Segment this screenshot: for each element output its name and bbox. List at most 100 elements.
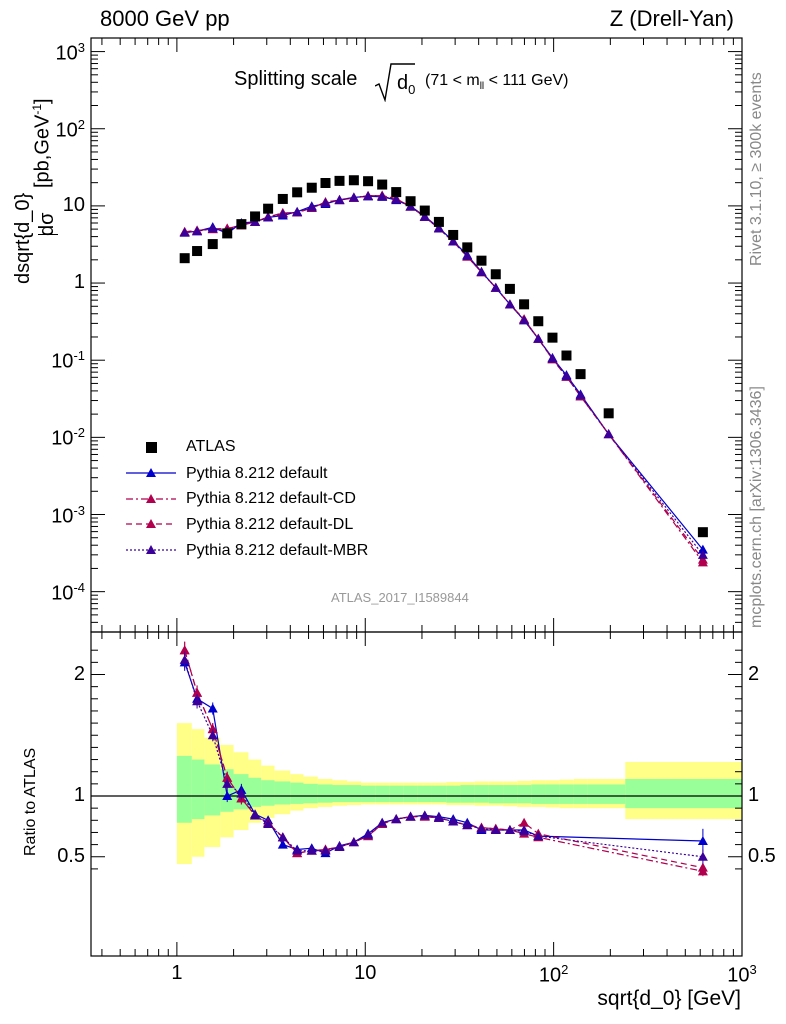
- atlas-point: [306, 182, 317, 193]
- main-y-tick-label: 102: [55, 116, 85, 142]
- atlas-point: [519, 299, 530, 310]
- atlas-point: [504, 283, 515, 294]
- ratio-point-3: [207, 730, 218, 740]
- ratio-y-tick-label-left: 2: [73, 662, 85, 685]
- ratio-line-0: [184, 662, 703, 854]
- ratio-point-3: [192, 696, 203, 706]
- main-point-3: [348, 192, 359, 202]
- band-stat-bin: [545, 784, 560, 804]
- main-point-3: [306, 202, 317, 212]
- band-stat-bin: [446, 785, 461, 803]
- band-stat-bin: [317, 784, 333, 803]
- main-point-3: [363, 191, 374, 201]
- main-y-tick-label: 10-1: [51, 348, 85, 373]
- legend-label-cd: Pythia 8.212 default-CD: [186, 490, 356, 507]
- atlas-point: [377, 179, 388, 190]
- atlas-point: [575, 369, 586, 380]
- main-point-3: [504, 299, 515, 309]
- main-point-3: [490, 282, 501, 292]
- ratio-point-0: [222, 791, 233, 800]
- main-ylabel-unit: [pb,GeV-1]: [30, 98, 54, 188]
- ratio-point-3: [236, 788, 247, 798]
- ratio-point-3: [334, 842, 345, 852]
- band-stat-bin: [375, 785, 390, 803]
- ylabel-fraction-bar: [38, 234, 58, 235]
- atlas-point: [561, 350, 572, 361]
- band-stat-bin: [488, 785, 504, 804]
- title-selection: (71 < mll < 111 GeV): [425, 72, 569, 93]
- atlas-point: [533, 316, 544, 327]
- atlas-point: [462, 242, 473, 253]
- legend-label-atlas: ATLAS: [186, 438, 236, 455]
- main-point-3: [603, 429, 614, 439]
- legend-marker-0: [146, 468, 156, 477]
- atlas-point: [277, 193, 288, 204]
- ratio-point-0: [277, 839, 288, 849]
- main-point-3: [292, 207, 303, 217]
- ratio-point-3: [504, 825, 515, 835]
- rivet-label: Rivet 3.1.10, ≥ 300k events: [748, 72, 765, 266]
- main-point-3: [179, 227, 190, 237]
- ylabel-den: dsqrt{d_0}: [12, 192, 34, 284]
- x-tick-label: 102: [538, 962, 569, 987]
- ratio-y-tick-label-left: 0.5: [57, 844, 85, 867]
- band-stat-bin: [517, 785, 532, 804]
- main-y-tick-label: 10-4: [51, 579, 85, 605]
- main-point-3: [377, 191, 388, 201]
- main-point-0: [697, 544, 708, 554]
- atlas-point: [363, 176, 374, 187]
- ratio-point-3: [377, 817, 388, 827]
- plot-title: Splitting scale: [234, 68, 357, 91]
- band-stat-bin: [625, 778, 742, 809]
- ratio-point-3: [363, 829, 374, 839]
- atlas-point: [236, 219, 247, 230]
- main-ylabel-num: dσ: [36, 212, 58, 236]
- ratio-y-tick-label-right: 1: [748, 784, 760, 806]
- main-ylabel: dsqrt{d_0}: [12, 193, 35, 284]
- legend-label-mbr: Pythia 8.212 default-MBR: [186, 542, 369, 559]
- ratio-line-2: [184, 650, 704, 869]
- x-axis-label: sqrt{d_0} [GeV]: [597, 987, 741, 1010]
- main-point-3: [433, 223, 444, 233]
- main-point-3: [419, 211, 430, 221]
- main-point-3: [697, 549, 708, 559]
- main-y-tick-label: 10: [62, 193, 85, 216]
- data-series: [179, 175, 708, 877]
- atlas-point: [603, 408, 614, 419]
- axis-ticks: [91, 38, 743, 956]
- atlas-point: [292, 187, 303, 198]
- header-left: 8000 GeV pp: [100, 6, 230, 31]
- atlas-point: [192, 246, 203, 257]
- band-stat-bin: [587, 784, 626, 804]
- band-stat-bin: [274, 781, 291, 805]
- ratio-point-3: [263, 818, 274, 828]
- atlas-point: [250, 211, 261, 222]
- ratio-point-3: [320, 845, 331, 855]
- atlas-point: [433, 216, 444, 227]
- atlas-point: [207, 239, 218, 250]
- atlas-point: [490, 269, 501, 280]
- ratio-point-2: [222, 772, 233, 782]
- ratio-point-3: [277, 832, 288, 842]
- band-stat-bin: [176, 755, 192, 823]
- main-point-3: [334, 195, 345, 205]
- ratio-line-3: [184, 659, 703, 858]
- main-y-tick-label: 10-3: [51, 502, 85, 528]
- main-point-3: [476, 267, 487, 277]
- main-point-3: [547, 353, 558, 363]
- main-point-3: [462, 250, 473, 260]
- main-point-3: [391, 194, 402, 204]
- ratio-point-3: [448, 816, 459, 826]
- atlas-point: [348, 175, 359, 186]
- atlas-point: [547, 332, 558, 343]
- ratio-point-2: [697, 862, 708, 872]
- x-tick-label: 1: [171, 962, 183, 984]
- band-stat-bin: [573, 784, 588, 804]
- main-point-3: [533, 333, 544, 343]
- header-right: Z (Drell-Yan): [609, 6, 734, 31]
- ratio-ylabel: Ratio to ATLAS: [22, 747, 39, 856]
- atlas-point: [334, 175, 345, 186]
- ratio-point-3: [433, 812, 444, 822]
